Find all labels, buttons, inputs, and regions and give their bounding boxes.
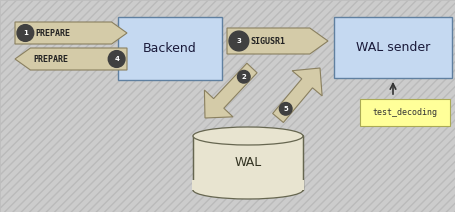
Text: 2: 2 — [242, 74, 246, 80]
Text: 3: 3 — [237, 38, 241, 44]
FancyBboxPatch shape — [118, 17, 222, 80]
Text: test_decoding: test_decoding — [373, 108, 438, 117]
Text: SIGUSR1: SIGUSR1 — [251, 36, 286, 46]
Polygon shape — [273, 68, 322, 123]
Ellipse shape — [193, 127, 303, 145]
Text: WAL sender: WAL sender — [356, 41, 430, 54]
Polygon shape — [204, 63, 257, 118]
Polygon shape — [227, 28, 328, 54]
Polygon shape — [15, 22, 127, 44]
Circle shape — [17, 25, 34, 41]
Circle shape — [238, 70, 250, 83]
Text: PREPARE: PREPARE — [33, 54, 68, 64]
Text: 4: 4 — [114, 56, 119, 62]
FancyBboxPatch shape — [360, 99, 450, 126]
FancyBboxPatch shape — [334, 17, 452, 78]
Ellipse shape — [193, 181, 303, 199]
Text: Backend: Backend — [143, 42, 197, 55]
Text: 5: 5 — [283, 106, 288, 112]
Circle shape — [108, 51, 125, 67]
Bar — [193, 135, 303, 190]
Text: 1: 1 — [23, 30, 28, 36]
Circle shape — [279, 103, 292, 115]
Text: WAL: WAL — [234, 156, 262, 169]
Text: PREPARE: PREPARE — [36, 28, 71, 38]
Circle shape — [229, 31, 249, 51]
Polygon shape — [15, 48, 127, 70]
Bar — [192, 180, 304, 190]
